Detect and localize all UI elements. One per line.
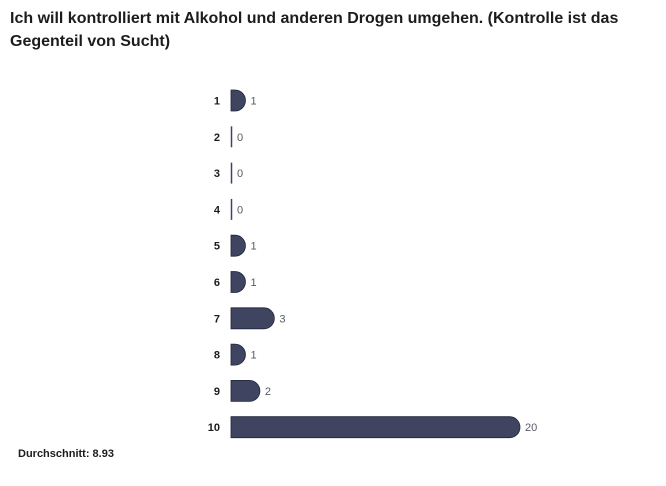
category-label: 7 bbox=[214, 313, 220, 325]
bar bbox=[230, 234, 246, 257]
bar bbox=[230, 343, 246, 366]
category-label: 9 bbox=[214, 386, 220, 398]
value-label: 1 bbox=[250, 241, 256, 253]
value-label: 0 bbox=[237, 132, 243, 144]
category-label: 8 bbox=[214, 350, 220, 362]
category-label: 2 bbox=[214, 132, 220, 144]
category-label: 3 bbox=[214, 168, 220, 180]
bar bbox=[230, 380, 261, 402]
value-label: 0 bbox=[237, 168, 243, 180]
category-label: 4 bbox=[214, 204, 221, 216]
value-label: 1 bbox=[250, 277, 256, 289]
bar bbox=[230, 416, 521, 439]
average-label: Durchschnitt: 8.93 bbox=[18, 448, 114, 460]
category-label: 10 bbox=[208, 422, 220, 434]
category-label: 1 bbox=[214, 96, 220, 108]
chart-title: Ich will kontrolliert mit Alkohol und an… bbox=[10, 10, 619, 50]
value-label: 0 bbox=[237, 204, 243, 216]
bar bbox=[230, 307, 275, 330]
value-label: 1 bbox=[250, 96, 256, 108]
value-label: 3 bbox=[279, 313, 285, 325]
value-label: 1 bbox=[250, 350, 256, 362]
value-label: 20 bbox=[525, 422, 537, 434]
bar bbox=[230, 271, 246, 293]
bar bbox=[230, 89, 246, 112]
category-label: 6 bbox=[214, 277, 220, 289]
value-label: 2 bbox=[265, 386, 271, 398]
bars-layer: 1 12 03 04 05 16 17 38 19 210 20 bbox=[208, 89, 537, 439]
category-label: 5 bbox=[214, 241, 220, 253]
